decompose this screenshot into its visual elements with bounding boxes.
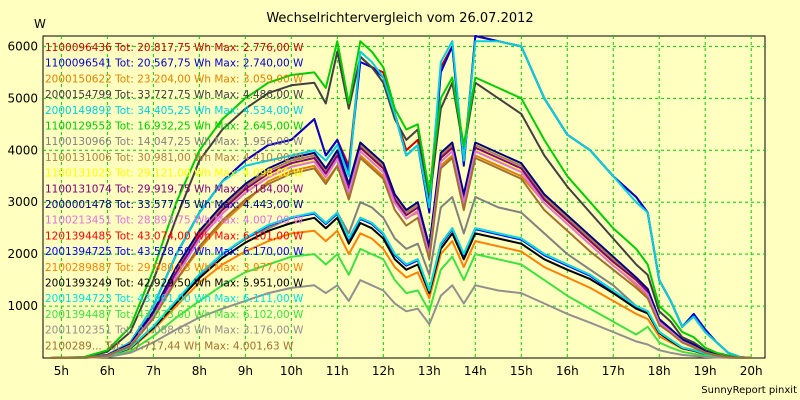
x-tick-label: 10h bbox=[280, 364, 303, 378]
series-line-16 bbox=[49, 211, 752, 359]
series-line-10 bbox=[49, 141, 752, 359]
y-tick-label: 3000 bbox=[7, 195, 38, 209]
series-line-4 bbox=[49, 40, 752, 359]
legend-entry: 2001394723 Tot: 43.961,00 Wh Max: 6.111,… bbox=[45, 293, 304, 305]
x-tick-label: 6h bbox=[100, 364, 115, 378]
chart-title: Wechselrichtervergleich vom 26.07.2012 bbox=[266, 11, 533, 26]
x-tick-label: 19h bbox=[694, 364, 717, 378]
legend-entry: 1100096436 Tot: 20.817,75 Wh Max: 2.776,… bbox=[45, 42, 304, 54]
series-line-17 bbox=[49, 247, 752, 359]
plot-area bbox=[42, 35, 766, 359]
legend-entry: 2100289... Tot: 27.717,44 Wh Max: 4.001,… bbox=[45, 340, 294, 352]
x-tick-label: 8h bbox=[192, 364, 207, 378]
legend-entry: 2000149892 Tot: 34.405,25 Wh Max: 4.534,… bbox=[45, 105, 304, 117]
x-tick-label: 5h bbox=[54, 364, 69, 378]
x-tick-label: 15h bbox=[510, 364, 533, 378]
legend-entry: 2000150622 Tot: 23.204,00 Wh Max: 3.059,… bbox=[45, 73, 304, 85]
legend-entry: 1100129553 Tot: 16.932,25 Wh Max: 2.645,… bbox=[45, 121, 304, 133]
legend-entry: 2001394725 Tot: 43.528,50 Wh Max: 6.170,… bbox=[45, 246, 304, 258]
y-tick-label: 4000 bbox=[7, 143, 38, 157]
x-tick-label: 14h bbox=[464, 364, 487, 378]
legend-entry: 1100131025 Tot: 29.121,00 Wh Max: 4.098,… bbox=[45, 168, 304, 180]
x-tick-label: 13h bbox=[418, 364, 441, 378]
y-axis-label: W bbox=[34, 17, 46, 31]
legend-entry: 2000001478 Tot: 33.577,75 Wh Max: 4.443,… bbox=[45, 199, 304, 211]
x-axis-ticks: 5h 6h 7h 8h 9h 10h 11h 12h 13h 14h 15h 16h 17h 18h 19h… bbox=[54, 364, 763, 378]
legend-entry: 2100289887 Tot: 29.980,13 Wh Max: 3.977,… bbox=[45, 262, 304, 274]
series-lines bbox=[49, 35, 752, 359]
x-tick-label: 7h bbox=[146, 364, 161, 378]
x-tick-label: 20h bbox=[740, 364, 763, 378]
x-tick-label: 11h bbox=[326, 364, 349, 378]
legend-entry: 1201394485 Tot: 43.074,00 Wh Max: 6.101,… bbox=[45, 230, 304, 242]
legend-entry: 1100213451 Tot: 28.893,75 Wh Max: 4.007,… bbox=[45, 215, 304, 227]
legend-entry: 1100096541 Tot: 20.567,75 Wh Max: 2.740,… bbox=[45, 58, 304, 70]
credit-text: SunnyReport pinxit bbox=[701, 385, 797, 396]
legend-entry: 1100131006 Tot: 30.981,00 Wh Max: 4.410,… bbox=[45, 152, 304, 164]
x-tick-label: 18h bbox=[648, 364, 671, 378]
y-tick-label: 1000 bbox=[7, 299, 38, 313]
y-tick-label: 2000 bbox=[7, 247, 38, 261]
series-line-18 bbox=[49, 279, 752, 359]
series-line-19 bbox=[49, 157, 752, 359]
legend-entry: 2001394487 Tot: 43.073,00 Wh Max: 6.102,… bbox=[45, 309, 304, 321]
y-tick-label: 5000 bbox=[7, 91, 38, 105]
x-tick-label: 9h bbox=[238, 364, 253, 378]
x-tick-label: 12h bbox=[372, 364, 395, 378]
y-axis-ticks: 1000 2000 3000 4000 5000 6000 bbox=[7, 39, 38, 313]
legend-entry: 2000154799 Tot: 33.727,75 Wh Max: 4.486,… bbox=[45, 89, 304, 101]
legend: 1100096436 Tot: 20.817,75 Wh Max: 2.776,… bbox=[45, 42, 304, 352]
x-tick-label: 16h bbox=[556, 364, 579, 378]
x-tick-label: 17h bbox=[602, 364, 625, 378]
y-tick-label: 6000 bbox=[7, 39, 38, 53]
legend-entry: 1100130966 Tot: 14.047,25 Wh Max: 1.956,… bbox=[45, 136, 304, 148]
series-line-5 bbox=[49, 40, 752, 359]
series-line-14 bbox=[49, 229, 752, 359]
legend-entry: 1100131074 Tot: 29.919,75 Wh Max: 4.184,… bbox=[45, 183, 304, 195]
legend-entry: 2001102351 Tot: 21.088,63 Wh Max: 3.176,… bbox=[45, 325, 304, 337]
legend-entry: 2001393249 Tot: 42.929,50 Wh Max: 5.951,… bbox=[45, 278, 304, 290]
